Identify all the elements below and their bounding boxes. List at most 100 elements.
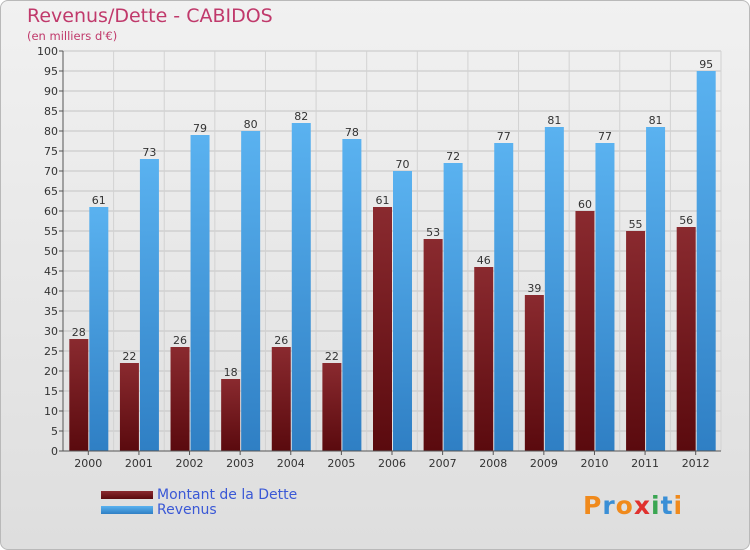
x-tick-label: 2012 <box>682 457 710 470</box>
bar-revenus <box>393 171 412 451</box>
y-tick-label: 85 <box>44 105 58 118</box>
x-tick-label: 2008 <box>479 457 507 470</box>
x-tick-label: 2003 <box>226 457 254 470</box>
logo-letter: t <box>660 491 674 520</box>
bar-revenus <box>342 139 362 451</box>
bar-dette <box>271 347 291 451</box>
bar-dette <box>119 363 139 451</box>
x-tick-label: 2006 <box>378 457 406 470</box>
chart-title: Revenus/Dette - CABIDOS <box>27 5 273 27</box>
bar-value-label-dette: 22 <box>122 350 136 363</box>
legend-swatch-dette <box>101 490 153 499</box>
y-tick-label: 30 <box>44 325 58 338</box>
y-tick-label: 60 <box>44 205 58 218</box>
bar-dette <box>474 267 494 451</box>
bar-revenus <box>190 135 210 451</box>
y-tick-label: 5 <box>51 425 58 438</box>
y-tick-label: 10 <box>44 405 58 418</box>
bar-value-label-dette: 18 <box>224 366 238 379</box>
y-tick-label: 45 <box>44 265 58 278</box>
bar-dette <box>626 231 646 451</box>
logo-letter: o <box>615 491 634 520</box>
bar-value-label-revenus: 77 <box>598 130 612 143</box>
y-tick-label: 65 <box>44 185 58 198</box>
logo-letter: P <box>583 491 603 520</box>
bar-value-label-revenus: 95 <box>699 58 713 71</box>
bar-value-label-revenus: 81 <box>649 114 663 127</box>
bar-value-label-dette: 46 <box>477 254 491 267</box>
bar-value-label-dette: 26 <box>173 334 187 347</box>
bar-value-label-revenus: 73 <box>142 146 156 159</box>
bar-dette <box>676 227 696 451</box>
y-tick-label: 25 <box>44 345 58 358</box>
y-tick-label: 95 <box>44 65 58 78</box>
y-tick-label: 35 <box>44 305 58 318</box>
x-tick-label: 2007 <box>429 457 457 470</box>
bar-value-label-dette: 61 <box>376 194 390 207</box>
logo-letter: r <box>602 491 616 520</box>
bar-value-label-revenus: 77 <box>497 130 511 143</box>
y-tick-label: 15 <box>44 385 58 398</box>
legend-label-revenus: Revenus <box>157 501 217 518</box>
bar-value-label-dette: 28 <box>72 326 86 339</box>
bar-dette <box>423 239 443 451</box>
bar-value-label-dette: 39 <box>527 282 541 295</box>
x-tick-label: 2001 <box>125 457 153 470</box>
x-tick-label: 2009 <box>530 457 558 470</box>
y-tick-label: 40 <box>44 285 58 298</box>
legend-item-dette: Montant de la Dette <box>101 487 297 503</box>
x-tick-label: 2011 <box>631 457 659 470</box>
bar-value-label-revenus: 79 <box>193 122 207 135</box>
bar-value-label-revenus: 80 <box>244 118 258 131</box>
y-tick-label: 70 <box>44 165 58 178</box>
bar-value-label-revenus: 78 <box>345 126 359 139</box>
x-tick-label: 2010 <box>580 457 608 470</box>
bar-dette <box>322 363 342 451</box>
logo-letter: x <box>633 491 651 520</box>
bar-value-label-dette: 55 <box>629 218 643 231</box>
legend: Montant de la Dette Revenus <box>101 487 297 518</box>
bar-dette <box>524 295 544 451</box>
x-tick-label: 2000 <box>74 457 102 470</box>
y-tick-label: 90 <box>44 85 58 98</box>
y-tick-label: 80 <box>44 125 58 138</box>
bar-revenus <box>595 143 615 451</box>
bar-revenus <box>241 131 261 451</box>
bar-revenus <box>443 163 463 451</box>
bar-revenus <box>544 127 564 451</box>
bar-dette <box>170 347 190 451</box>
logo-letter: i <box>651 491 661 520</box>
bar-value-label-dette: 60 <box>578 198 592 211</box>
bar-value-label-dette: 56 <box>679 214 693 227</box>
bar-value-label-revenus: 70 <box>396 158 410 171</box>
legend-swatch-revenus <box>101 505 153 514</box>
bar-value-label-dette: 22 <box>325 350 339 363</box>
x-tick-label: 2005 <box>327 457 355 470</box>
bar-dette <box>373 207 392 451</box>
bar-value-label-dette: 53 <box>426 226 440 239</box>
y-tick-label: 100 <box>37 45 58 58</box>
bar-revenus <box>89 207 109 451</box>
bar-revenus <box>696 71 716 451</box>
chart-subtitle: (en milliers d'€) <box>27 29 118 43</box>
bars <box>69 71 716 451</box>
bar-revenus <box>139 159 159 451</box>
bar-revenus <box>291 123 311 451</box>
proxiti-logo: Proxiti <box>583 491 683 520</box>
bar-value-label-revenus: 61 <box>92 194 106 207</box>
value-labels: 28 61 22 73 26 79 18 80 26 82 22 78 61 70 53 72 46 77 39 81… <box>72 58 713 379</box>
bar-value-label-revenus: 72 <box>446 150 460 163</box>
bar-value-label-dette: 26 <box>274 334 288 347</box>
bar-dette <box>221 379 241 451</box>
axes: 0 5 10 15 20 25 30 35 40 45 50 55 60 65 70 75 80 85 90 95 10… <box>37 45 721 470</box>
bar-revenus <box>646 127 666 451</box>
legend-item-revenus: Revenus <box>101 501 297 518</box>
bar-dette <box>69 339 89 451</box>
bar-value-label-revenus: 82 <box>294 110 308 123</box>
y-tick-label: 0 <box>51 445 58 458</box>
y-tick-label: 75 <box>44 145 58 158</box>
x-tick-label: 2004 <box>277 457 305 470</box>
bar-dette <box>575 211 595 451</box>
bar-revenus <box>494 143 514 451</box>
